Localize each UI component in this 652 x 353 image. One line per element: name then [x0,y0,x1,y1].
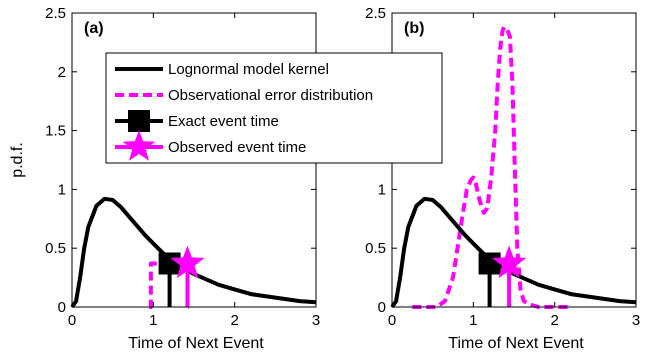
observed-event-star-marker [170,245,205,279]
legend-star-icon [122,130,156,161]
legend-label-lognormal: Lognormal model kernel [168,61,329,78]
legend-square-icon [128,110,150,132]
y-tick-label: 1 [58,181,66,198]
y-tick-label: 0 [58,299,66,316]
y-tick-label: 2 [58,64,66,81]
x-tick-label: 2 [550,312,558,329]
y-tick-label: 2.5 [45,5,66,22]
legend-box [105,52,443,164]
x-tick-label: 0 [388,312,396,329]
exact-event-square-marker [158,252,181,275]
y-tick-label: 1 [378,181,386,198]
x-tick-label: 3 [632,312,640,329]
y-tick-label: 1.5 [45,123,66,140]
series-lognormal-kernel-line [390,196,637,309]
panel-b-label: (b) [404,20,424,37]
x-tick-label: 1 [149,312,157,329]
y-tick-label: 0 [378,299,386,316]
series-observational-error-line [412,25,571,309]
legend-label-observed-event: Observed event time [168,139,306,156]
exact-event-square-marker [478,252,501,275]
legend-label-observational-error: Observational error distribution [168,87,373,104]
y-tick-label: 0.5 [365,240,386,257]
x-tick-label: 3 [312,312,320,329]
panel-a-ylabel: p.d.f. [9,142,26,178]
observed-event-star-marker [492,245,527,279]
x-tick-label: 0 [68,312,76,329]
y-tick-label: 0.5 [45,240,66,257]
legend: Lognormal model kernel Observational err… [105,52,443,164]
panel-b-xlabel: Time of Next Event [448,335,584,352]
panel-a-label: (a) [84,20,104,37]
legend-label-exact-event: Exact event time [168,113,279,130]
panel-a: 0 1 2 300.511.522.5 (a) Time of Next Event … [9,5,320,352]
x-tick-label: 2 [230,312,238,329]
panel-a-xlabel: Time of Next Event [128,335,264,352]
series-lognormal-kernel-line [70,196,317,309]
y-tick-label: 2.5 [365,5,386,22]
x-tick-label: 1 [469,312,477,329]
